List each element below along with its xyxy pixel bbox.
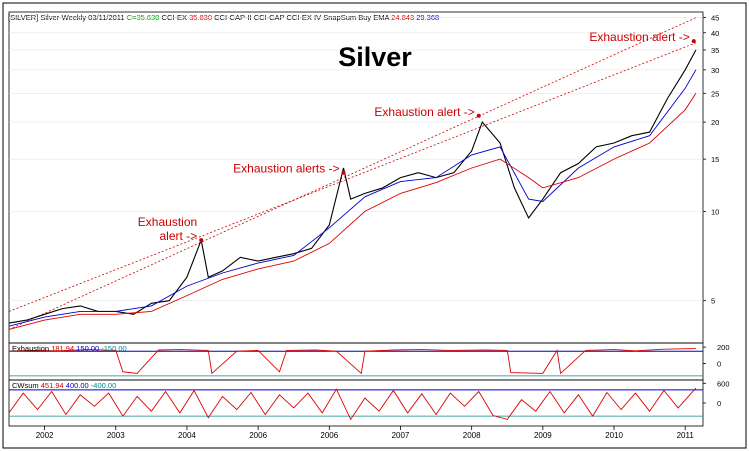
indicator-legend-value: -400.00 [91,381,116,390]
indicator-legend: Exhaustion 181.94 150.00 -150.00 [12,344,127,353]
alert-marker [199,238,204,243]
y-tick-label: 5 [711,297,715,306]
x-axis: 2002 2003 2004 2006 2006 2007 2008 2009 2010 2011 [36,426,695,440]
alert-marker [341,170,346,175]
y-tick-label: 40 [711,29,719,38]
indicator-legend-value: 400.00 [66,381,91,390]
indicator-y-label: 0 [717,360,721,369]
x-tick-label: 2010 [605,431,623,440]
y-tick-label: 45 [711,14,719,23]
indicator-name: Exhaustion [12,344,51,353]
indicator-legend-value: -150.00 [101,344,126,353]
indicator-line-0 [8,348,696,375]
y-tick-label: 20 [711,118,719,127]
x-tick-label: 2007 [392,431,410,440]
annotation-text: Exhaustion alert -> [589,30,689,44]
trendlines [8,17,697,330]
indicator-y-label: 200 [717,343,730,352]
x-tick-label: 2003 [107,431,125,440]
indicator-legend-value: 150.00 [76,344,101,353]
indicator-legend-value: 451.94 [41,381,66,390]
x-tick-label: 2009 [534,431,552,440]
annotation-text: Exhaustion alerts -> [233,162,339,176]
price-y-axis: 5 10 15 20 25 30 35 40 45 [703,14,719,306]
price-series [8,49,697,330]
y-tick-label: 30 [711,66,719,75]
price-series-line-0 [8,49,697,324]
chart-title: Silver [338,42,412,72]
alert-marker [691,39,696,44]
price-gridlines [9,17,703,301]
trendline [8,42,697,312]
indicator-legend-value: 181.94 [51,344,76,353]
annotation-text: Exhaustion [138,215,197,229]
x-tick-label: 2006 [249,431,267,440]
indicator-y-label: 0 [717,399,721,408]
indicator-line-0 [8,387,697,421]
exhaustion-indicator: 0 200 Exhaustion 181.94 150.00 -150.00 [8,343,730,377]
x-tick-label: 2008 [463,431,481,440]
indicator-y-label: 600 [717,379,730,388]
price-series-line-1 [8,69,697,327]
x-tick-label: 2004 [178,431,196,440]
annotation-text: Exhaustion alert -> [374,105,474,119]
annotation-text: alert -> [159,229,197,243]
y-tick-label: 35 [711,46,719,55]
indicator-legend: CWsum 451.94 400.00 -400.00 [12,381,116,390]
x-tick-label: 2006 [320,431,338,440]
x-tick-label: 2002 [36,431,54,440]
indicator-name: CWsum [12,381,41,390]
price-series-line-2 [8,93,697,330]
alert-marker [476,113,481,118]
cwsum-indicator: 0 600 CWsum 451.94 400.00 -400.00 [8,379,730,421]
y-tick-label: 10 [711,207,719,216]
y-tick-label: 15 [711,155,719,164]
x-tick-label: 2011 [677,431,695,440]
y-tick-label: 25 [711,89,719,98]
trendline [8,17,697,330]
